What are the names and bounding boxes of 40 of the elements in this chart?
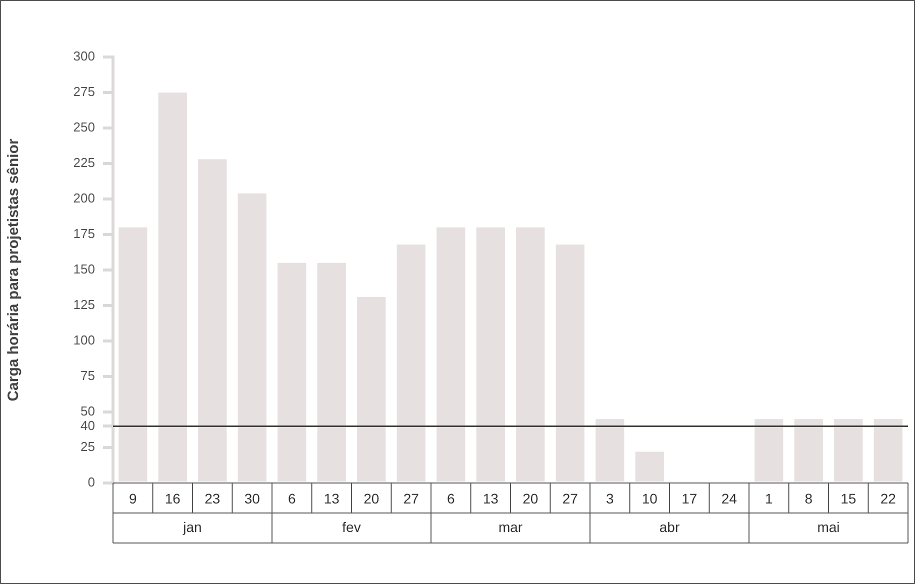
x-tick-label: 27 xyxy=(403,490,420,506)
x-tick-label: 27 xyxy=(562,490,578,506)
y-tick-label: 40 xyxy=(80,418,95,433)
x-tick-label: 24 xyxy=(721,490,738,506)
text: mar xyxy=(498,518,523,535)
x-tick-label: 8 xyxy=(804,490,813,506)
x-tick-label: 13 xyxy=(482,490,499,506)
x-tick-label: 10 xyxy=(642,490,658,506)
x-tick-label: 20 xyxy=(364,490,380,506)
y-tick-label: 175 xyxy=(73,226,95,242)
y-tick-label: 275 xyxy=(73,84,95,100)
y-tick-label: 0 xyxy=(88,474,95,490)
y-tick-label: 225 xyxy=(73,155,95,170)
x-tick-label: 13 xyxy=(324,490,340,506)
x-tick-label: 3 xyxy=(606,490,614,506)
y-tick-label: 75 xyxy=(80,368,95,384)
y-axis-title: Carga horária para projetistas sênior xyxy=(5,138,22,402)
y-tick-label: 300 xyxy=(73,48,95,64)
y-tick-label: 250 xyxy=(73,120,95,135)
x-tick-label: 23 xyxy=(204,490,220,506)
x-tick-label: 15 xyxy=(840,490,856,506)
text: jan xyxy=(182,518,202,535)
x-tick-label: 17 xyxy=(682,490,698,506)
y-tick-label: 150 xyxy=(73,262,95,277)
x-tick-label: 22 xyxy=(880,490,896,506)
y-tick-label: 125 xyxy=(73,297,95,312)
y-tick-label: 100 xyxy=(73,332,95,348)
x-tick-label: 1 xyxy=(764,490,773,506)
text: fev xyxy=(342,518,361,535)
x-tick-label: 16 xyxy=(164,490,181,506)
x-tick-label: 6 xyxy=(288,490,296,506)
text: mai xyxy=(817,518,840,535)
y-tick-label: 25 xyxy=(80,439,95,454)
text: abr xyxy=(659,518,680,535)
y-tick-label: 50 xyxy=(80,404,95,419)
x-tick-label: 20 xyxy=(522,490,538,506)
x-tick-label: 6 xyxy=(446,490,455,506)
y-tick-label: 200 xyxy=(73,190,95,206)
x-tick-label: 30 xyxy=(244,490,260,506)
x-tick-label: 9 xyxy=(128,490,137,506)
